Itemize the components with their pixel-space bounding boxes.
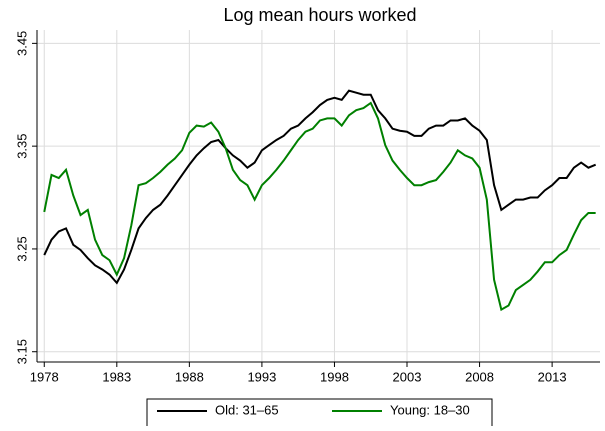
- x-tick-label: 2013: [538, 369, 567, 384]
- x-tick-label: 1988: [175, 369, 204, 384]
- x-tick-label: 2008: [465, 369, 494, 384]
- series-line: [43, 89, 597, 285]
- legend-label: Old: 31–65: [215, 402, 279, 417]
- x-tick-label: 2003: [393, 369, 422, 384]
- x-tick-label: 1993: [247, 369, 276, 384]
- chart-title: Log mean hours worked: [223, 5, 416, 25]
- x-tick-label: 1998: [320, 369, 349, 384]
- legend-box: [146, 398, 493, 430]
- y-tick-label: 3.15: [14, 339, 29, 364]
- y-tick-label: 3.35: [14, 133, 29, 158]
- x-tick-label: 1983: [102, 369, 131, 384]
- y-tick-label: 3.25: [14, 236, 29, 261]
- y-tick-label: 3.45: [14, 31, 29, 56]
- x-tick-label: 1978: [30, 369, 59, 384]
- legend-label: Young: 18–30: [390, 402, 470, 417]
- series-line: [43, 101, 596, 312]
